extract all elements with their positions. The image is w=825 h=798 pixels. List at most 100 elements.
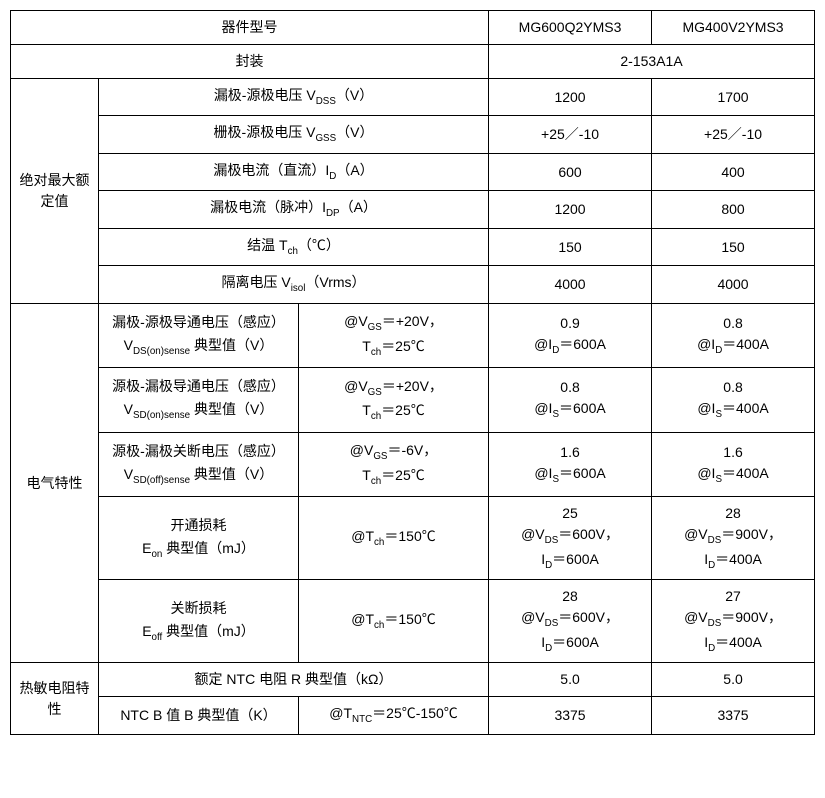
text: （A） xyxy=(340,199,377,215)
text: （Vrms） xyxy=(305,274,365,290)
ntc-b-cond: @TNTC＝25℃-150℃ xyxy=(299,697,489,734)
sub: DS xyxy=(708,618,722,629)
ntc-group-label: 热敏电阻特性 xyxy=(11,663,99,734)
text: （A） xyxy=(336,162,373,178)
package-label: 封装 xyxy=(11,45,489,79)
device-model-label: 器件型号 xyxy=(11,11,489,45)
text: 漏极-源极导通电压（感应） xyxy=(103,312,294,333)
text: 0.8 xyxy=(723,315,742,331)
text: （℃） xyxy=(298,237,340,253)
absmax-vdss-v1: 1200 xyxy=(489,79,652,116)
text: 结温 T xyxy=(247,237,287,253)
ntc-r-v2: 5.0 xyxy=(652,663,815,697)
text: ＝400A xyxy=(715,634,762,650)
elec-eon-v1: 25 @VDS＝600V， ID＝600A xyxy=(489,497,652,580)
text: 隔离电压 V xyxy=(221,274,290,290)
absmax-id-v2: 400 xyxy=(652,153,815,190)
text: @I xyxy=(534,336,552,352)
text: @I xyxy=(534,400,552,416)
text: 漏极-源极电压 V xyxy=(214,87,316,103)
text: @V xyxy=(684,609,708,625)
elec-vsdoff-cond: @VGS＝-6V， Tch＝25℃ xyxy=(299,432,489,496)
text: E xyxy=(142,623,151,639)
text: 28 xyxy=(725,505,741,521)
sub: DS xyxy=(545,535,559,546)
text: ＝400A xyxy=(715,551,762,567)
text: ＝400A xyxy=(722,400,769,416)
absmax-row-idp: 漏极电流（脉冲）IDP（A） 1200 800 xyxy=(11,191,815,228)
text: @V xyxy=(350,442,374,458)
absmax-id-label: 漏极电流（直流）ID（A） xyxy=(99,153,489,190)
text: ＝25℃ xyxy=(381,338,425,354)
sub: SD(off)sense xyxy=(133,475,190,486)
text: （V） xyxy=(336,87,373,103)
text: 典型值（V） xyxy=(190,401,273,417)
text: ＝600V， xyxy=(558,526,619,542)
text: 0.8 xyxy=(560,379,579,395)
sub: GS xyxy=(368,386,382,397)
text: 源极-漏极关断电压（感应） xyxy=(103,441,294,462)
device-2-name: MG400V2YMS3 xyxy=(652,11,815,45)
elec-row-eon: 开通损耗 Eon 典型值（mJ） @Tch＝150℃ 25 @VDS＝600V，… xyxy=(11,497,815,580)
sub: ch xyxy=(371,411,381,422)
elec-vsdon-label: 源极-漏极导通电压（感应） VSD(on)sense 典型值（V） xyxy=(99,368,299,432)
text: T xyxy=(362,402,371,418)
elec-vsdoff-v2: 1.6 @IS＝400A xyxy=(652,432,815,496)
ntc-r-v1: 5.0 xyxy=(489,663,652,697)
text: 0.9 xyxy=(560,315,579,331)
absmax-row-id: 漏极电流（直流）ID（A） 600 400 xyxy=(11,153,815,190)
elec-row-vsdoff: 源极-漏极关断电压（感应） VSD(off)sense 典型值（V） @VGS＝… xyxy=(11,432,815,496)
elec-eoff-v2: 27 @VDS＝900V， ID＝400A xyxy=(652,580,815,663)
text: 27 xyxy=(725,588,741,604)
text: ＝600A xyxy=(559,336,606,352)
absmax-visol-v2: 4000 xyxy=(652,266,815,303)
sub: ch xyxy=(374,537,384,548)
elec-eoff-v1: 28 @VDS＝600V， ID＝600A xyxy=(489,580,652,663)
absmax-visol-label: 隔离电压 Visol（Vrms） xyxy=(99,266,489,303)
text: 栅极-源极电压 V xyxy=(214,124,316,140)
text: @V xyxy=(684,526,708,542)
sub: DP xyxy=(326,208,340,219)
text: ＝900V， xyxy=(721,609,782,625)
absmax-row-tch: 结温 Tch（℃） 150 150 xyxy=(11,228,815,265)
sub: ch xyxy=(371,346,381,357)
text: 典型值（mJ） xyxy=(162,540,255,556)
text: ＝150℃ xyxy=(384,528,435,544)
text: V xyxy=(124,466,133,482)
text: 漏极电流（直流）I xyxy=(213,162,329,178)
sub: NTC xyxy=(352,714,372,725)
text: ＝25℃ xyxy=(381,467,425,483)
text: ＝400A xyxy=(722,465,769,481)
elec-eon-v2: 28 @VDS＝900V， ID＝400A xyxy=(652,497,815,580)
absmax-vdss-label: 漏极-源极电压 VDSS（V） xyxy=(99,79,489,116)
absmax-idp-v1: 1200 xyxy=(489,191,652,228)
absmax-row-vdss: 绝对最大额定值 漏极-源极电压 VDSS（V） 1200 1700 xyxy=(11,79,815,116)
absmax-row-visol: 隔离电压 Visol（Vrms） 4000 4000 xyxy=(11,266,815,303)
text: T xyxy=(362,338,371,354)
text: @I xyxy=(697,400,715,416)
elec-vsdoff-v1: 1.6 @IS＝600A xyxy=(489,432,652,496)
sub: ch xyxy=(288,246,298,257)
elec-vsdon-cond: @VGS＝+20V， Tch＝25℃ xyxy=(299,368,489,432)
text: 关断损耗 xyxy=(103,598,294,619)
text: @V xyxy=(344,378,368,394)
sub: ch xyxy=(374,620,384,631)
text: @V xyxy=(344,313,368,329)
absmax-tch-label: 结温 Tch（℃） xyxy=(99,228,489,265)
elec-row-eoff: 关断损耗 Eoff 典型值（mJ） @Tch＝150℃ 28 @VDS＝600V… xyxy=(11,580,815,663)
text: ＝+20V， xyxy=(382,378,443,394)
sub: GS xyxy=(368,322,382,333)
absmax-idp-label: 漏极电流（脉冲）IDP（A） xyxy=(99,191,489,228)
text: 源极-漏极导通电压（感应） xyxy=(103,376,294,397)
text: （V） xyxy=(336,124,373,140)
text: 漏极电流（脉冲）I xyxy=(210,199,326,215)
text: T xyxy=(362,467,371,483)
absmax-tch-v2: 150 xyxy=(652,228,815,265)
absmax-vdss-v2: 1700 xyxy=(652,79,815,116)
elec-vdson-v2: 0.8 @ID＝400A xyxy=(652,303,815,367)
elec-vsdoff-label: 源极-漏极关断电压（感应） VSD(off)sense 典型值（V） xyxy=(99,432,299,496)
elec-row-vsdon: 源极-漏极导通电压（感应） VSD(on)sense 典型值（V） @VGS＝+… xyxy=(11,368,815,432)
text: 典型值（V） xyxy=(190,466,273,482)
ntc-b-v1: 3375 xyxy=(489,697,652,734)
sub: DSS xyxy=(316,96,336,107)
